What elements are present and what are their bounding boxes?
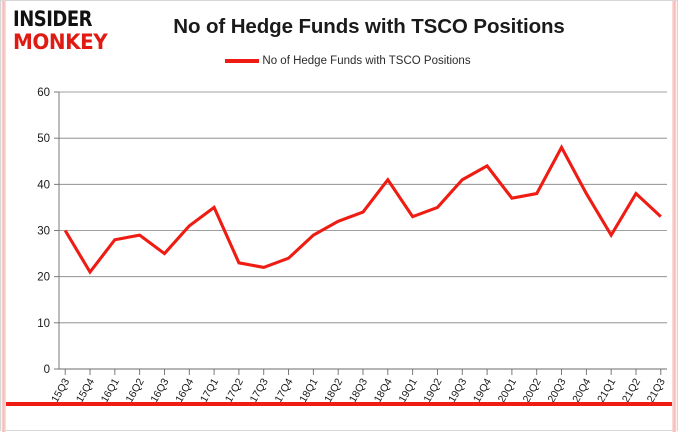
x-axis-label: 20Q1 bbox=[496, 376, 519, 404]
chart-legend: No of Hedge Funds with TSCO Positions bbox=[1, 55, 677, 67]
x-axis-label: 18Q2 bbox=[322, 376, 345, 404]
legend-color-swatch bbox=[225, 59, 260, 63]
logo-text-insider: INSIDER bbox=[13, 7, 92, 31]
x-axis-label: 15Q4 bbox=[74, 376, 97, 404]
x-axis-label: 17Q1 bbox=[198, 376, 221, 404]
x-axis-label: 16Q1 bbox=[99, 376, 122, 404]
x-axis-label: 20Q2 bbox=[521, 376, 544, 404]
logo-text-monkey: MONKEY bbox=[13, 30, 108, 54]
y-axis-label: 30 bbox=[37, 226, 50, 238]
x-axis-label: 20Q4 bbox=[570, 376, 593, 404]
bottom-red-bar bbox=[6, 402, 672, 406]
left-red-rail bbox=[1, 1, 6, 432]
x-axis-label: 17Q3 bbox=[248, 376, 271, 404]
x-axis-label: 16Q4 bbox=[173, 376, 196, 404]
x-axis-label: 19Q1 bbox=[396, 376, 419, 404]
x-axis-label: 20Q3 bbox=[545, 376, 568, 404]
x-axis-label: 19Q2 bbox=[421, 376, 444, 404]
y-axis-label: 20 bbox=[37, 272, 50, 284]
y-axis-label: 60 bbox=[37, 87, 50, 99]
x-axis-label: 19Q4 bbox=[471, 376, 494, 404]
x-axis-label: 19Q3 bbox=[446, 376, 469, 404]
x-axis-label: 16Q3 bbox=[148, 376, 171, 404]
y-axis-label: 0 bbox=[44, 364, 50, 376]
y-axis-label: 50 bbox=[37, 133, 50, 145]
x-axis-label: 21Q1 bbox=[595, 376, 618, 404]
x-axis-label: 17Q2 bbox=[223, 376, 246, 404]
y-axis-label: 10 bbox=[37, 318, 50, 330]
x-axis-label: 21Q3 bbox=[645, 376, 668, 404]
x-axis-label: 18Q3 bbox=[347, 376, 370, 404]
chart-title: No of Hedge Funds with TSCO Positions bbox=[173, 15, 565, 38]
x-axis-label: 18Q1 bbox=[297, 376, 320, 404]
x-axis-label: 18Q4 bbox=[372, 376, 395, 404]
x-axis-label: 15Q3 bbox=[49, 376, 72, 404]
legend-series-label: No of Hedge Funds with TSCO Positions bbox=[262, 55, 471, 67]
x-axis-label: 16Q2 bbox=[124, 376, 147, 404]
data-series-line bbox=[63, 144, 662, 275]
right-red-rail bbox=[672, 1, 677, 432]
insider-monkey-logo: INSIDER MONKEY bbox=[13, 9, 143, 53]
y-axis-label: 40 bbox=[37, 179, 50, 191]
x-axis-label: 17Q4 bbox=[272, 376, 295, 404]
x-axis-label: 21Q2 bbox=[620, 376, 643, 404]
